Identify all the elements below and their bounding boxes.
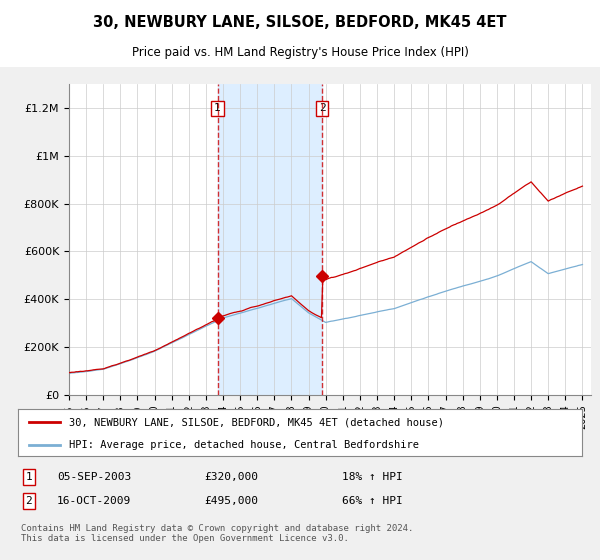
Text: 05-SEP-2003: 05-SEP-2003 [57, 472, 131, 482]
Text: 16-OCT-2009: 16-OCT-2009 [57, 496, 131, 506]
Bar [218, 84, 322, 395]
Text: 66% ↑ HPI: 66% ↑ HPI [342, 496, 403, 506]
Text: 1: 1 [25, 472, 32, 482]
Text: 2: 2 [25, 496, 32, 506]
Text: HPI: Average price, detached house, Central Bedfordshire: HPI: Average price, detached house, Cent… [69, 440, 419, 450]
Text: Contains HM Land Registry data © Crown copyright and database right 2024.
This d: Contains HM Land Registry data © Crown c… [21, 524, 413, 543]
Text: £495,000: £495,000 [204, 496, 258, 506]
Text: £320,000: £320,000 [204, 472, 258, 482]
Text: 30, NEWBURY LANE, SILSOE, BEDFORD, MK45 4ET: 30, NEWBURY LANE, SILSOE, BEDFORD, MK45 … [93, 15, 507, 30]
Text: 1: 1 [214, 104, 221, 114]
Text: 18% ↑ HPI: 18% ↑ HPI [342, 472, 403, 482]
Text: Price paid vs. HM Land Registry's House Price Index (HPI): Price paid vs. HM Land Registry's House … [131, 46, 469, 59]
Text: 30, NEWBURY LANE, SILSOE, BEDFORD, MK45 4ET (detached house): 30, NEWBURY LANE, SILSOE, BEDFORD, MK45 … [69, 417, 444, 427]
Text: 2: 2 [319, 104, 326, 114]
